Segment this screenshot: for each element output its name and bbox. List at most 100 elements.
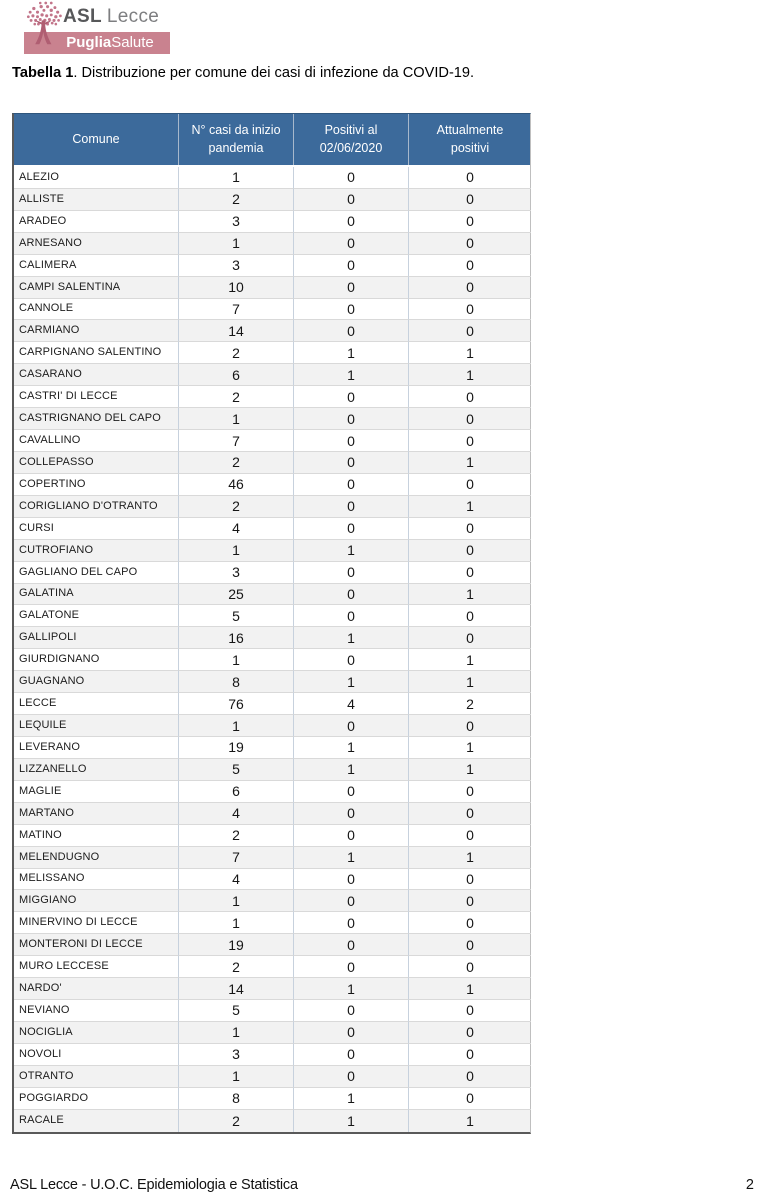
currently-positive-cell: 0	[408, 1043, 531, 1066]
table-row: MIGGIANO 1 0 0	[14, 890, 531, 913]
currently-positive-cell: 0	[408, 824, 531, 847]
table-row: GALLIPOLI 16 1 0	[14, 627, 531, 650]
table-row: CUTROFIANO 1 1 0	[14, 539, 531, 562]
total-cases-cell: 5	[178, 605, 293, 628]
total-cases-cell: 8	[178, 671, 293, 694]
table-body: ALEZIO 1 0 0 ALLISTE 2 0 0 ARADEO 3 0 0 ARNESANO 1 0 0 C…	[14, 167, 531, 1132]
currently-positive-cell: 0	[408, 254, 531, 277]
total-cases-cell: 5	[178, 758, 293, 781]
table-row: GUAGNANO 8 1 1	[14, 671, 531, 694]
positive-at-date-cell: 0	[293, 167, 408, 189]
table-row: CASTRI' DI LECCE 2 0 0	[14, 386, 531, 409]
comune-cell: ARADEO	[14, 211, 178, 233]
positive-at-date-cell: 0	[293, 1065, 408, 1088]
total-cases-cell: 14	[178, 320, 293, 343]
table-row: CASARANO 6 1 1	[14, 364, 531, 387]
asl-lecce-logo: ASL Lecce PugliaSalute	[0, 0, 300, 60]
org-name: ASL Lecce	[63, 6, 159, 28]
table-row: GIURDIGNANO 1 0 1	[14, 649, 531, 672]
currently-positive-cell: 1	[408, 495, 531, 518]
currently-positive-cell: 0	[408, 539, 531, 562]
total-cases-cell: 19	[178, 736, 293, 759]
comune-cell: OTRANTO	[14, 1066, 178, 1088]
positive-at-date-cell: 0	[293, 780, 408, 803]
table-row: CARMIANO 14 0 0	[14, 320, 531, 343]
comune-cell: LECCE	[14, 693, 178, 716]
currently-positive-cell: 0	[408, 890, 531, 913]
total-cases-cell: 1	[178, 649, 293, 672]
currently-positive-cell: 1	[408, 583, 531, 606]
total-cases-cell: 6	[178, 364, 293, 387]
positive-at-date-cell: 0	[293, 868, 408, 891]
table-caption: Tabella 1. Distribuzione per comune dei …	[12, 65, 474, 81]
table-row: NEVIANO 5 0 0	[14, 1000, 531, 1022]
total-cases-cell: 7	[178, 298, 293, 321]
total-cases-cell: 7	[178, 846, 293, 869]
currently-positive-cell: 0	[408, 627, 531, 650]
comune-cell: CAMPI SALENTINA	[14, 277, 178, 299]
positive-at-date-cell: 0	[293, 254, 408, 277]
positive-at-date-cell: 0	[293, 386, 408, 409]
column-header: Attualmente positivi	[408, 114, 531, 165]
positive-at-date-cell: 0	[293, 517, 408, 540]
currently-positive-cell: 0	[408, 517, 531, 540]
comune-cell: COLLEPASSO	[14, 452, 178, 474]
positive-at-date-cell: 1	[293, 364, 408, 387]
table-row: LEVERANO 19 1 1	[14, 736, 531, 759]
total-cases-cell: 1	[178, 715, 293, 737]
table-row: OTRANTO 1 0 0	[14, 1065, 531, 1088]
positive-at-date-cell: 1	[293, 758, 408, 781]
currently-positive-cell: 0	[408, 561, 531, 584]
total-cases-cell: 1	[178, 232, 293, 255]
comune-cell: GALLIPOLI	[14, 627, 178, 650]
positive-at-date-cell: 1	[293, 671, 408, 694]
currently-positive-cell: 1	[408, 364, 531, 387]
currently-positive-cell: 0	[408, 298, 531, 321]
table-header-row: Comune N° casi da inizio pandemia Positivi…	[14, 114, 530, 167]
positive-at-date-cell: 1	[293, 1087, 408, 1110]
positive-at-date-cell: 0	[293, 802, 408, 825]
total-cases-cell: 2	[178, 495, 293, 518]
comune-cell: NOVOLI	[14, 1044, 178, 1066]
comune-cell: MURO LECCESE	[14, 956, 178, 979]
comune-cell: ALEZIO	[14, 167, 178, 189]
banner-bold: Puglia	[66, 34, 112, 51]
positive-at-date-cell: 1	[293, 539, 408, 562]
table-row: NARDO' 14 1 1	[14, 978, 531, 1001]
table-row: MAGLIE 6 0 0	[14, 780, 531, 803]
currently-positive-cell: 0	[408, 912, 531, 935]
positive-at-date-cell: 0	[293, 1000, 408, 1022]
positive-at-date-cell: 0	[293, 583, 408, 606]
comune-cell: CANNOLE	[14, 299, 178, 321]
total-cases-cell: 2	[178, 342, 293, 365]
positive-at-date-cell: 0	[293, 824, 408, 847]
total-cases-cell: 4	[178, 802, 293, 825]
comune-cell: CALIMERA	[14, 255, 178, 277]
positive-at-date-cell: 0	[293, 408, 408, 431]
positive-at-date-cell: 0	[293, 188, 408, 211]
comune-cell: GALATONE	[14, 605, 178, 628]
table-row: MATINO 2 0 0	[14, 824, 531, 847]
currently-positive-cell: 0	[408, 1000, 531, 1022]
currently-positive-cell: 0	[408, 408, 531, 431]
comune-cell: LEQUILE	[14, 715, 178, 737]
table-row: CALIMERA 3 0 0	[14, 254, 531, 277]
positive-at-date-cell: 0	[293, 1021, 408, 1044]
currently-positive-cell: 0	[408, 276, 531, 299]
comune-cell: LEVERANO	[14, 737, 178, 759]
table-row: GALATINA 25 0 1	[14, 583, 531, 606]
currently-positive-cell: 1	[408, 451, 531, 474]
total-cases-cell: 2	[178, 188, 293, 211]
currently-positive-cell: 0	[408, 934, 531, 957]
total-cases-cell: 1	[178, 1065, 293, 1088]
positive-at-date-cell: 0	[293, 715, 408, 737]
currently-positive-cell: 1	[408, 736, 531, 759]
comune-cell: GAGLIANO DEL CAPO	[14, 562, 178, 584]
positive-at-date-cell: 0	[293, 276, 408, 299]
total-cases-cell: 6	[178, 780, 293, 803]
currently-positive-cell: 1	[408, 649, 531, 672]
comune-cell: MATINO	[14, 825, 178, 847]
total-cases-cell: 2	[178, 451, 293, 474]
comune-cell: MIGGIANO	[14, 890, 178, 913]
currently-positive-cell: 0	[408, 320, 531, 343]
